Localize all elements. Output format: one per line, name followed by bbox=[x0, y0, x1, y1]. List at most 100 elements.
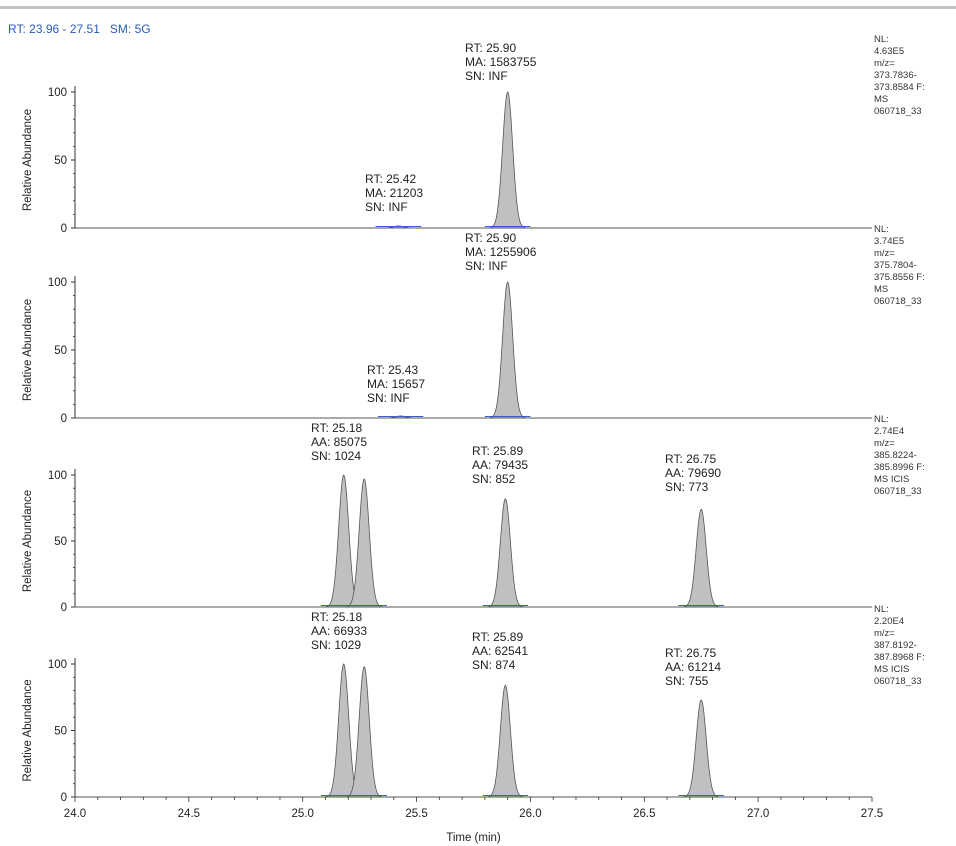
chromatogram-panel-4: 0 50 100 Relative Abundance RT: 25.18 AA: 669… bbox=[22, 604, 925, 804]
x-tick-label: 25.5 bbox=[405, 808, 427, 820]
annotation-line: AA: 66933 bbox=[311, 624, 367, 638]
trace-info-line: m/z= bbox=[874, 58, 895, 69]
y-tick-label: 100 bbox=[48, 87, 67, 99]
peak-1 bbox=[484, 91, 531, 229]
x-axis-label: Time (min) bbox=[446, 832, 501, 844]
peak-annotation-3: RT: 26.75 AA: 61214 SN: 755 bbox=[665, 646, 721, 688]
top-divider bbox=[0, 6, 956, 9]
annotation-line: AA: 79435 bbox=[472, 458, 528, 472]
chromatogram-panel-2: 0 50 100 Relative Abundance RT: 25.90 MA: 125… bbox=[22, 224, 925, 425]
annotation-line: SN: 773 bbox=[665, 480, 709, 494]
trace-info-line: NL: bbox=[874, 604, 889, 615]
peak-annotation-1: RT: 25.18 AA: 66933 SN: 1029 bbox=[311, 610, 367, 652]
x-tick-label: 25.0 bbox=[292, 808, 314, 820]
y-tick-label: 100 bbox=[48, 470, 67, 482]
smoothing-label: SM: bbox=[109, 22, 132, 36]
annotation-line: RT: 25.89 bbox=[472, 444, 523, 458]
peak-annotation-2: RT: 25.43 MA: 15657 SN: INF bbox=[367, 363, 425, 405]
peak-annotation-1: RT: 25.18 AA: 85075 SN: 1024 bbox=[311, 421, 367, 463]
trace-info-line: MS bbox=[874, 94, 888, 105]
peak-4 bbox=[678, 508, 724, 608]
y-axis-label: Relative Abundance bbox=[22, 109, 34, 211]
x-tick-label: 27.5 bbox=[861, 808, 883, 820]
trace-info: NL: 2.20E4 m/z= 387.8192-387.8968 F: MS ICIS… bbox=[874, 604, 925, 687]
trace-info: NL: 4.63E5 m/z= 373.7836-373.8584 F: MS 06071… bbox=[874, 34, 925, 117]
annotation-line: MA: 1255906 bbox=[465, 245, 537, 259]
annotation-line: RT: 25.90 bbox=[465, 231, 516, 245]
peak-4 bbox=[678, 699, 724, 798]
y-tick-label: 0 bbox=[61, 792, 67, 804]
y-tick-label: 0 bbox=[61, 413, 67, 425]
rt-range-value: 23.96 - 27.51 bbox=[29, 22, 100, 36]
annotation-line: SN: 874 bbox=[472, 658, 516, 672]
annotation-line: SN: 1029 bbox=[311, 638, 361, 652]
annotation-line: SN: 1024 bbox=[311, 449, 361, 463]
trace-info-line: 2.20E4 bbox=[874, 616, 904, 627]
x-tick-label: 26.5 bbox=[633, 808, 655, 820]
annotation-line: SN: 852 bbox=[472, 472, 516, 486]
trace-info-line: 373.8584 F: bbox=[874, 82, 925, 93]
annotation-line: SN: INF bbox=[465, 259, 508, 273]
trace-info-line: m/z= bbox=[874, 438, 895, 449]
trace-info-line: 2.74E4 bbox=[874, 426, 904, 437]
trace-info-line: NL: bbox=[874, 414, 889, 425]
trace-info-line: 387.8192- bbox=[874, 640, 917, 651]
annotation-line: MA: 15657 bbox=[367, 377, 425, 391]
annotation-line: RT: 26.75 bbox=[665, 646, 716, 660]
y-tick-label: 50 bbox=[54, 536, 67, 548]
annotation-line: SN: 755 bbox=[665, 674, 709, 688]
annotation-line: MA: 1583755 bbox=[465, 55, 537, 69]
trace-info-line: 4.63E5 bbox=[874, 46, 904, 57]
annotation-line: MA: 21203 bbox=[365, 186, 423, 200]
trace-info-line: NL: bbox=[874, 224, 889, 235]
y-axis-label: Relative Abundance bbox=[22, 490, 34, 592]
annotation-line: AA: 85075 bbox=[311, 435, 367, 449]
trace-info-line: 3.74E5 bbox=[874, 236, 904, 247]
y-axis-label: Relative Abundance bbox=[22, 679, 34, 781]
x-tick-label: 24.0 bbox=[64, 808, 86, 820]
peak-annotation-3: RT: 26.75 AA: 79690 SN: 773 bbox=[665, 452, 721, 494]
trace-info-line: 060718_33 bbox=[874, 676, 922, 687]
trace-info-line: 375.7804- bbox=[874, 260, 917, 271]
x-tick-label: 24.5 bbox=[178, 808, 200, 820]
peak-annotation-2: RT: 25.89 AA: 62541 SN: 874 bbox=[472, 630, 528, 672]
trace-info-line: 060718_33 bbox=[874, 486, 922, 497]
trace-info-line: m/z= bbox=[874, 628, 895, 639]
annotation-line: AA: 79690 bbox=[665, 466, 721, 480]
annotation-line: RT: 25.43 bbox=[367, 363, 418, 377]
y-tick-label: 50 bbox=[54, 345, 67, 357]
annotation-line: RT: 25.18 bbox=[311, 421, 362, 435]
trace-info: NL: 2.74E4 m/z= 385.8224-385.8996 F: MS ICIS… bbox=[874, 414, 925, 497]
trace-info: NL: 3.74E5 m/z= 375.7804-375.8556 F: MS 06071… bbox=[874, 224, 925, 307]
smoothing-value: 5G bbox=[134, 22, 151, 36]
annotation-line: RT: 25.18 bbox=[311, 610, 362, 624]
annotation-line: RT: 26.75 bbox=[665, 452, 716, 466]
y-tick-label: 0 bbox=[61, 223, 67, 235]
trace-info-line: NL: bbox=[874, 34, 889, 45]
trace-info-line: 375.8556 F: bbox=[874, 272, 925, 283]
trace-info-line: 385.8224- bbox=[874, 450, 917, 461]
peak-annotation-2: RT: 25.42 MA: 21203 SN: INF bbox=[365, 172, 423, 214]
trace-info-line: 060718_33 bbox=[874, 296, 922, 307]
y-tick-label: 100 bbox=[48, 659, 67, 671]
x-tick-label: 26.0 bbox=[519, 808, 541, 820]
chromatogram-panel-3: 0 50 100 Relative Abundance RT: 25.18 AA: 850… bbox=[22, 414, 925, 614]
y-tick-label: 0 bbox=[61, 602, 67, 614]
annotation-line: SN: INF bbox=[365, 200, 408, 214]
annotation-line: RT: 25.89 bbox=[472, 630, 523, 644]
peak-annotation-1: RT: 25.90 MA: 1583755 SN: INF bbox=[465, 41, 537, 83]
trace-info-line: MS ICIS bbox=[874, 474, 909, 485]
peak-3 bbox=[482, 684, 529, 798]
x-tick-label: 27.0 bbox=[747, 808, 769, 820]
peak-1 bbox=[484, 281, 531, 419]
x-axis: 24.0 24.5 25.0 25.5 26.0 26.5 27.0 27.5 Time (mi… bbox=[64, 797, 883, 844]
y-tick-label: 50 bbox=[54, 155, 67, 167]
annotation-line: RT: 25.90 bbox=[465, 41, 516, 55]
annotation-line: RT: 25.42 bbox=[365, 172, 416, 186]
peak-3 bbox=[482, 498, 529, 608]
trace-info-line: 387.8968 F: bbox=[874, 652, 925, 663]
chromatogram-panel-1: 0 50 100 Relative Abundance RT: 25.90 MA: 158… bbox=[22, 34, 925, 235]
y-axis-label: Relative Abundance bbox=[22, 299, 34, 401]
annotation-line: AA: 61214 bbox=[665, 660, 721, 674]
